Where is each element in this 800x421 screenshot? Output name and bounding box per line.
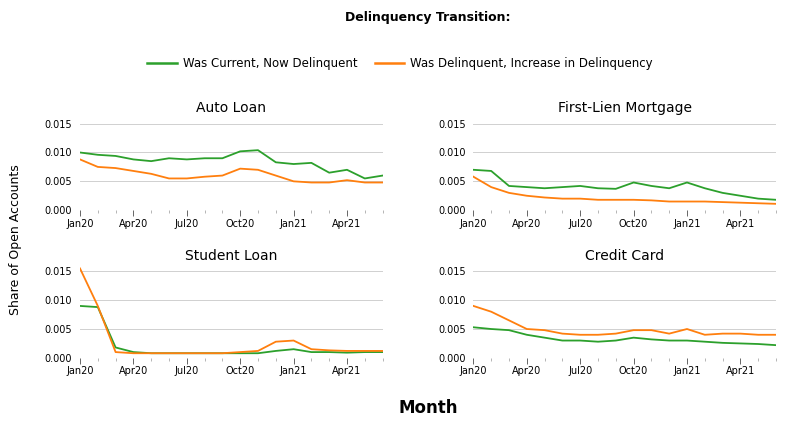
Text: Share of Open Accounts: Share of Open Accounts <box>10 165 22 315</box>
Text: Month: Month <box>398 399 458 417</box>
Title: Credit Card: Credit Card <box>585 249 664 263</box>
Text: Delinquency Transition:: Delinquency Transition: <box>346 11 510 24</box>
Title: Auto Loan: Auto Loan <box>196 101 266 115</box>
Title: Student Loan: Student Loan <box>185 249 278 263</box>
Title: First-Lien Mortgage: First-Lien Mortgage <box>558 101 692 115</box>
Legend: Was Current, Now Delinquent, Was Delinquent, Increase in Delinquency: Was Current, Now Delinquent, Was Delinqu… <box>142 52 658 75</box>
